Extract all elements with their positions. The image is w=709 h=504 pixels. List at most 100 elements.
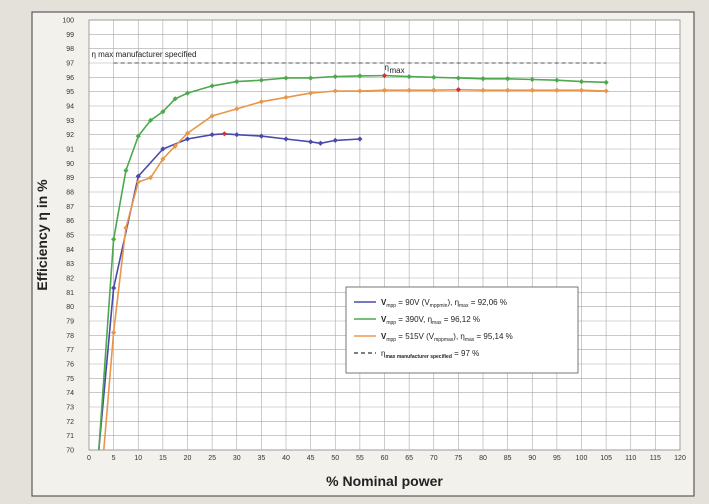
series-1-point-7	[184, 90, 191, 96]
y-tick-label-78: 78	[66, 333, 74, 340]
y-tick-label-100: 100	[62, 18, 74, 25]
series-1-point-2	[123, 167, 129, 174]
series-1-point-17	[431, 74, 437, 80]
y-tick-label-76: 76	[66, 362, 74, 369]
y-tick-label-84: 84	[66, 247, 74, 254]
x-tick-label-100: 100	[576, 455, 588, 462]
series-1-point-14	[357, 73, 363, 79]
y-tick-label-71: 71	[66, 433, 74, 440]
y-tick-label-88: 88	[66, 190, 74, 197]
series-1-point-22	[554, 77, 560, 83]
series-0-point-1	[111, 285, 117, 291]
series-2-point-23	[578, 87, 585, 93]
legend-text-1: Vmpp = 390V, ηmax = 96,12 %	[381, 315, 480, 326]
series-1-point-11	[283, 75, 289, 81]
legend-box	[345, 286, 579, 374]
series-2-point-15	[381, 87, 388, 93]
series-1-point-8	[209, 83, 215, 89]
y-tick-label-81: 81	[66, 290, 74, 297]
series-0-max-point	[221, 131, 228, 137]
series-0-point-10	[308, 139, 314, 145]
legend-text-3: ηmax manufacturer specified = 97 %	[381, 349, 479, 360]
series-0-point-7	[234, 132, 240, 138]
y-tick-label-86: 86	[66, 218, 74, 225]
series-1-point-24	[603, 79, 609, 85]
series-0-point-4	[184, 136, 191, 142]
x-tick-label-60: 60	[381, 455, 389, 462]
y-tick-label-92: 92	[66, 132, 74, 139]
x-tick-label-65: 65	[405, 455, 413, 462]
series-1-point-13	[332, 74, 338, 80]
plot-area	[31, 11, 695, 497]
series-0-point-13	[357, 136, 363, 142]
series-2-point-6	[172, 143, 178, 149]
legend-text-2: Vmpp = 515V (Vmppmax), ηmax = 95,14 %	[381, 332, 513, 343]
x-tick-label-120: 120	[674, 455, 686, 462]
x-tick-label-110: 110	[625, 455, 636, 462]
x-tick-label-75: 75	[454, 455, 462, 462]
y-tick-label-77: 77	[66, 347, 74, 354]
x-tick-label-5: 5	[112, 455, 116, 462]
series-2-point-9	[234, 106, 240, 112]
series-2-point-7	[184, 130, 191, 136]
series-2-point-4	[147, 175, 154, 181]
y-tick-label-83: 83	[66, 261, 74, 268]
series-0-point-5	[209, 132, 215, 138]
series-1-point-20	[505, 76, 511, 82]
x-tick-label-115: 115	[650, 455, 661, 462]
x-tick-label-30: 30	[233, 455, 241, 462]
x-tick-label-70: 70	[430, 455, 438, 462]
series-2-point-17	[431, 87, 437, 93]
series-2-point-13	[332, 88, 338, 94]
y-tick-label-93: 93	[66, 118, 74, 125]
series-1-point-12	[308, 75, 314, 81]
y-tick-label-80: 80	[66, 304, 74, 311]
series-group	[98, 73, 609, 451]
y-tick-label-85: 85	[66, 233, 74, 240]
series-1-point-6	[172, 96, 178, 102]
x-tick-label-105: 105	[600, 455, 612, 462]
series-1-point-19	[480, 76, 486, 82]
series-2-point-10	[258, 99, 264, 105]
y-tick-label-99: 99	[66, 32, 74, 39]
series-2-point-19	[480, 87, 486, 93]
x-tick-label-50: 50	[331, 455, 339, 462]
x-tick-label-20: 20	[184, 455, 192, 462]
series-0-point-3	[160, 146, 166, 152]
series-1-point-1	[111, 236, 117, 242]
series-2-point-8	[209, 113, 215, 119]
series-0-point-11	[317, 140, 324, 146]
y-tick-label-89: 89	[66, 175, 74, 182]
series-2-point-16	[406, 87, 412, 93]
x-tick-label-35: 35	[257, 455, 265, 462]
y-tick-label-94: 94	[66, 104, 74, 111]
series-1-point-5	[160, 109, 166, 115]
series-0-point-8	[258, 133, 264, 139]
series-1-point-9	[234, 79, 240, 85]
y-tick-label-91: 91	[66, 147, 74, 154]
series-2-max-point	[455, 87, 461, 93]
y-tick-label-96: 96	[66, 75, 74, 82]
series-2-point-5	[160, 156, 166, 162]
x-tick-label-25: 25	[208, 455, 216, 462]
series-0-point-2	[135, 173, 141, 179]
y-tick-label-95: 95	[66, 89, 74, 96]
reference-line-label: η max manufacturer specified	[91, 50, 196, 59]
reference-line-group: η max manufacturer specified	[91, 50, 607, 64]
y-tick-label-75: 75	[66, 376, 74, 383]
y-tick-label-98: 98	[66, 46, 74, 53]
series-1-point-23	[578, 79, 585, 85]
x-tick-label-0: 0	[87, 455, 91, 462]
x-tick-label-10: 10	[134, 455, 142, 462]
series-2-point-3	[135, 179, 141, 185]
series-0-point-9	[283, 136, 289, 142]
y-tick-label-70: 70	[66, 448, 74, 455]
legend-text-0: Vmpp = 90V (Vmppmin), ηmax = 92,06 %	[381, 298, 507, 309]
x-tick-label-95: 95	[553, 455, 561, 462]
series-1-max-point	[381, 73, 388, 79]
series-2-point-21	[529, 87, 535, 93]
series-2-point-2	[123, 225, 129, 231]
annotation-0: η	[385, 63, 389, 72]
